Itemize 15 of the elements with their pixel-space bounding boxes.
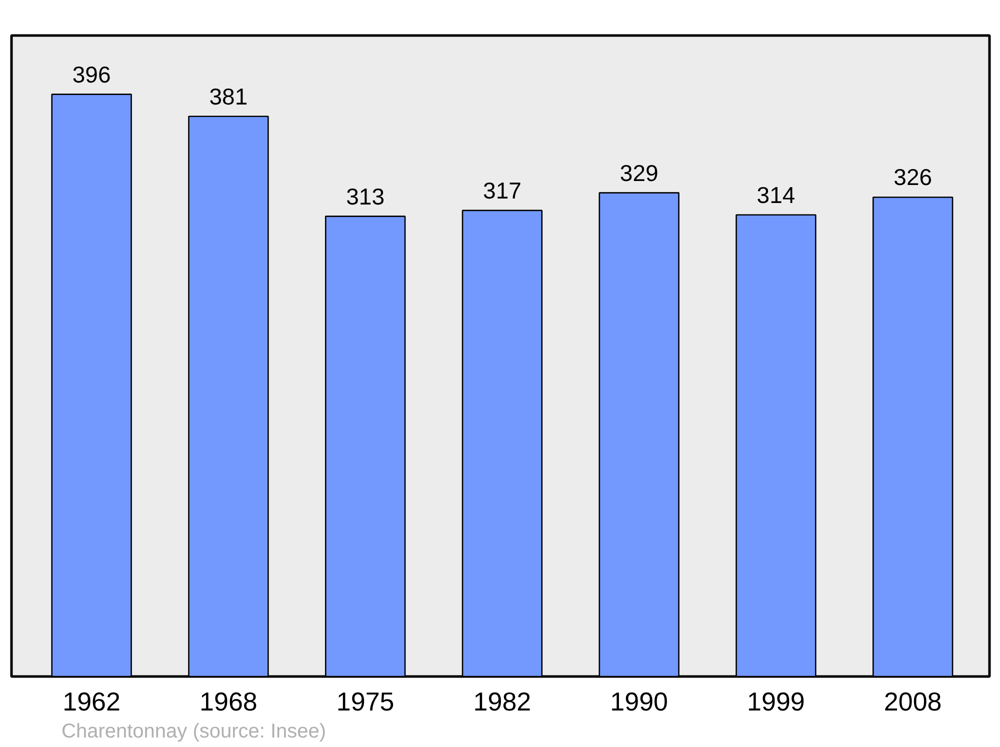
data-label: 317 [483,177,522,204]
data-label: 313 [346,183,385,210]
data-label: 314 [756,182,796,208]
x-tick-label: 1982 [473,686,532,716]
x-tick-label: 1990 [610,686,668,716]
x-tick-label: 2008 [884,686,942,716]
data-label: 329 [620,160,658,186]
x-tick-label: 1975 [336,686,394,716]
text: Charentonnay (source: Insee) [62,720,326,742]
data-label: 381 [209,83,248,110]
x-tick-label: 1999 [747,686,805,716]
x-tick-label: 1962 [62,686,120,716]
x-tick-label: 1968 [200,686,258,716]
data-label: 326 [894,164,932,190]
data-label: 396 [72,61,111,88]
